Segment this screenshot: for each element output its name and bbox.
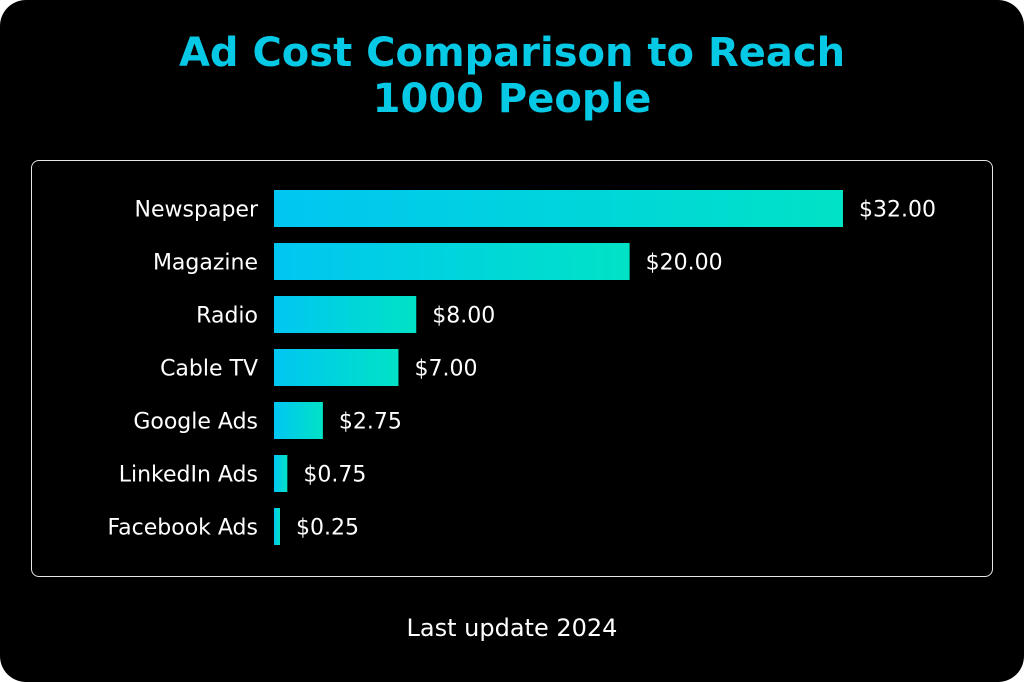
data-label: $7.00 <box>414 357 477 382</box>
data-label: $0.75 <box>303 463 366 488</box>
bar-magazine <box>274 243 630 280</box>
bar-cable-tv <box>274 349 399 386</box>
last-update-note: Last update 2024 <box>406 614 618 642</box>
data-label: $20.00 <box>646 251 723 276</box>
bar-linkedin-ads <box>274 455 288 492</box>
category-label: Facebook Ads <box>108 516 258 541</box>
data-label: $8.00 <box>432 304 495 329</box>
data-label: $2.75 <box>339 410 402 435</box>
data-label: $0.25 <box>296 516 359 541</box>
bar-radio <box>274 296 417 333</box>
title-line-1: Ad Cost Comparison to Reach <box>178 30 846 76</box>
bar-google-ads <box>274 402 323 439</box>
chart-frame <box>31 160 993 577</box>
category-label: Radio <box>196 304 258 329</box>
category-label: LinkedIn Ads <box>119 463 258 488</box>
category-label: Newspaper <box>135 198 259 223</box>
category-label: Cable TV <box>160 357 258 382</box>
data-label: $32.00 <box>859 198 936 223</box>
category-label: Google Ads <box>133 410 258 435</box>
bar-newspaper <box>274 190 843 227</box>
title-line-2: 1000 People <box>372 76 652 122</box>
bar-facebook-ads <box>274 508 280 545</box>
category-label: Magazine <box>153 251 258 276</box>
chart-title: Ad Cost Comparison to Reach 1000 People <box>0 30 1024 122</box>
